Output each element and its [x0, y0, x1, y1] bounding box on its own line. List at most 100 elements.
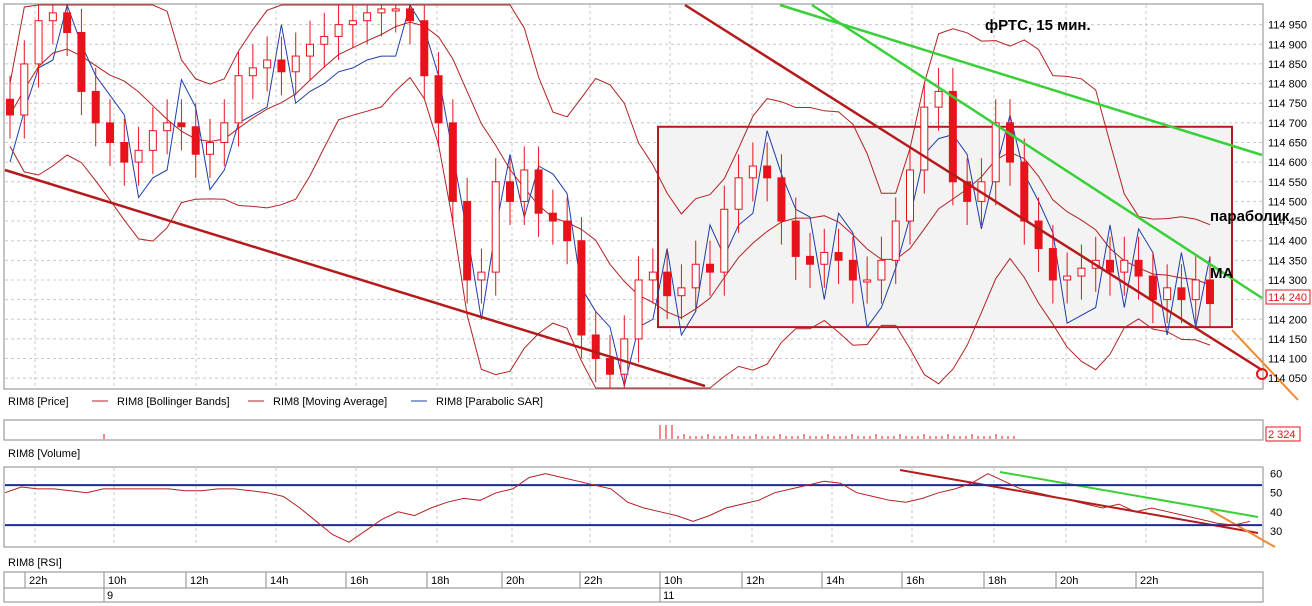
rsi-legend: RIM8 [RSI] — [8, 557, 62, 569]
hour-label: 16h — [906, 575, 924, 587]
chart-title: фРТС, 15 мин. — [985, 17, 1091, 34]
candle-body — [606, 358, 614, 375]
hour-label: 14h — [826, 575, 844, 587]
candle-body — [534, 169, 543, 214]
target-marker — [1256, 368, 1268, 380]
volume-value-label: 2 324 — [1268, 429, 1296, 441]
hour-label: 22h — [1140, 575, 1158, 587]
candle-body — [577, 240, 586, 336]
green-trend-line-lower — [811, 3, 1263, 300]
candle-body — [63, 12, 72, 33]
candle-body — [520, 169, 529, 202]
candle-body — [420, 20, 429, 77]
day-label: 9 — [107, 590, 113, 602]
candle-body — [434, 75, 443, 124]
candle-body — [348, 20, 357, 26]
candle-body — [763, 165, 772, 179]
candle-body — [906, 169, 914, 222]
hour-label: 12h — [746, 575, 764, 587]
candle-body — [6, 98, 14, 116]
candle-body — [848, 259, 857, 281]
rsi-series: 30 40 50 60 — [4, 469, 1282, 543]
candle-body — [220, 122, 229, 143]
rsi-tick-label: 50 — [1270, 488, 1282, 500]
volume-legend: RIM8 [Volume] — [8, 448, 80, 460]
candle-body — [248, 67, 257, 77]
price-tick-label: 114 500 — [1268, 196, 1307, 208]
candle-body — [1034, 220, 1043, 250]
candle-body — [177, 122, 186, 128]
candle-body — [263, 59, 272, 69]
rsi-panel — [3, 466, 1264, 548]
candle-body — [648, 271, 657, 281]
price-tick-label: 114 700 — [1268, 118, 1307, 130]
candle-body — [277, 59, 286, 73]
rsi-projection-arrow — [1209, 509, 1276, 548]
candle-body — [734, 177, 743, 210]
hour-label: 22h — [584, 575, 602, 587]
candle-body — [391, 8, 400, 12]
candle-body — [120, 141, 129, 163]
candle-body — [363, 12, 372, 22]
candle-body — [506, 181, 514, 202]
hour-label: 22h — [29, 575, 47, 587]
candle-body — [20, 63, 29, 116]
price-tick-label: 114 100 — [1268, 354, 1307, 366]
candle-body — [234, 75, 243, 124]
hour-label: 10h — [108, 575, 126, 587]
price-channel — [657, 125, 1233, 329]
time-axis: 22h 10h 12h 14h 16h 18h 20h 22h 10h 12h 14h 16h 18h 2… — [4, 572, 1263, 602]
candle-body — [106, 122, 114, 143]
candle-body — [920, 106, 929, 171]
price-tick-label: 114 850 — [1268, 59, 1307, 71]
candle-body — [1206, 279, 1214, 305]
price-tick-label: 114 300 — [1268, 275, 1307, 287]
candle-body — [377, 8, 386, 14]
candle-body — [791, 220, 800, 257]
rsi-green-line — [999, 471, 1259, 518]
volume-bars — [103, 425, 1015, 439]
downtrend-line — [684, 3, 1263, 372]
candle-body — [1148, 275, 1157, 301]
candle-body — [1120, 259, 1129, 273]
candle-body — [491, 181, 500, 273]
candle-body — [948, 90, 957, 183]
rsi-downtrend-line — [899, 469, 1259, 534]
candle-body — [591, 334, 600, 360]
candle-body — [1177, 287, 1186, 301]
candle-body — [34, 20, 43, 65]
hour-label: 12h — [190, 575, 208, 587]
price-tick-label: 114 750 — [1268, 98, 1307, 110]
candle-body — [1106, 259, 1114, 273]
long-downtrend-line — [4, 168, 706, 388]
price-tick-label: 114 400 — [1268, 236, 1307, 248]
legend-bollinger: RIM8 [Bollinger Bands] — [117, 396, 230, 408]
candle-body — [1048, 248, 1057, 281]
rsi-tick-label: 40 — [1270, 507, 1282, 519]
price-tick-label: 114 150 — [1268, 334, 1307, 346]
candle-body — [877, 259, 886, 281]
price-tick-label: 114 650 — [1268, 137, 1307, 149]
candle-body — [1191, 279, 1200, 301]
legend-price: RIM8 [Price] — [8, 396, 69, 408]
candle-body — [677, 287, 686, 297]
candle-body — [1006, 122, 1014, 163]
candle-body — [1134, 259, 1143, 277]
candle-body — [620, 338, 629, 375]
candle-body — [691, 263, 700, 289]
candle-body — [991, 122, 1000, 183]
candle-body — [548, 212, 557, 222]
candle-body — [1077, 267, 1086, 277]
volume-panel — [3, 419, 1264, 441]
day-label: 11 — [663, 590, 674, 602]
candle-body — [777, 177, 786, 222]
candle-body — [1020, 161, 1029, 222]
candle-body — [1063, 275, 1072, 281]
green-trend-line-upper — [779, 3, 1263, 157]
rsi-tick-label: 60 — [1270, 469, 1282, 481]
candle-body — [563, 220, 572, 242]
channel-box — [657, 125, 1233, 329]
candle-body — [834, 251, 843, 261]
annotation-parabolic: параболик — [1210, 208, 1290, 225]
